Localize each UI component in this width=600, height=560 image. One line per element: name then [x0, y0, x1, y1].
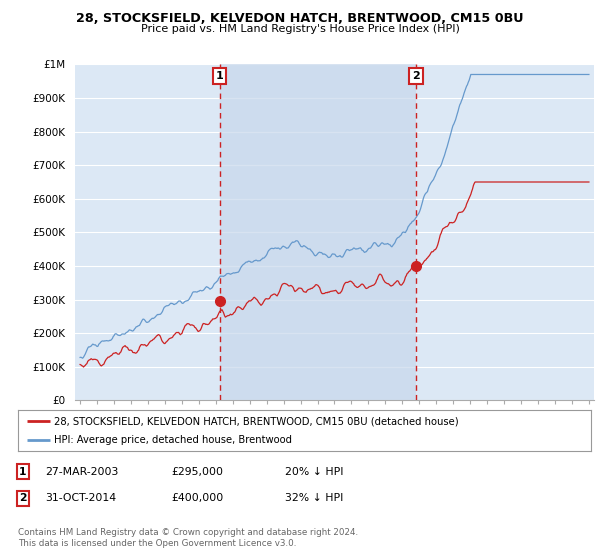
Text: 2: 2	[19, 493, 26, 503]
Text: 28, STOCKSFIELD, KELVEDON HATCH, BRENTWOOD, CM15 0BU (detached house): 28, STOCKSFIELD, KELVEDON HATCH, BRENTWO…	[53, 417, 458, 426]
Bar	[220, 64, 416, 400]
Text: HPI: Average price, detached house, Brentwood: HPI: Average price, detached house, Bren…	[53, 435, 292, 445]
Text: £295,000: £295,000	[171, 466, 223, 477]
Text: 1: 1	[19, 466, 26, 477]
Text: 2: 2	[413, 71, 420, 81]
Text: Contains HM Land Registry data © Crown copyright and database right 2024.
This d: Contains HM Land Registry data © Crown c…	[18, 528, 358, 548]
Text: 1: 1	[215, 71, 223, 81]
Text: 31-OCT-2014: 31-OCT-2014	[45, 493, 116, 503]
Text: 28, STOCKSFIELD, KELVEDON HATCH, BRENTWOOD, CM15 0BU: 28, STOCKSFIELD, KELVEDON HATCH, BRENTWO…	[76, 12, 524, 25]
Text: 32% ↓ HPI: 32% ↓ HPI	[285, 493, 343, 503]
Text: Price paid vs. HM Land Registry's House Price Index (HPI): Price paid vs. HM Land Registry's House …	[140, 24, 460, 34]
Text: £400,000: £400,000	[171, 493, 223, 503]
Text: 27-MAR-2003: 27-MAR-2003	[45, 466, 118, 477]
Text: 20% ↓ HPI: 20% ↓ HPI	[285, 466, 343, 477]
